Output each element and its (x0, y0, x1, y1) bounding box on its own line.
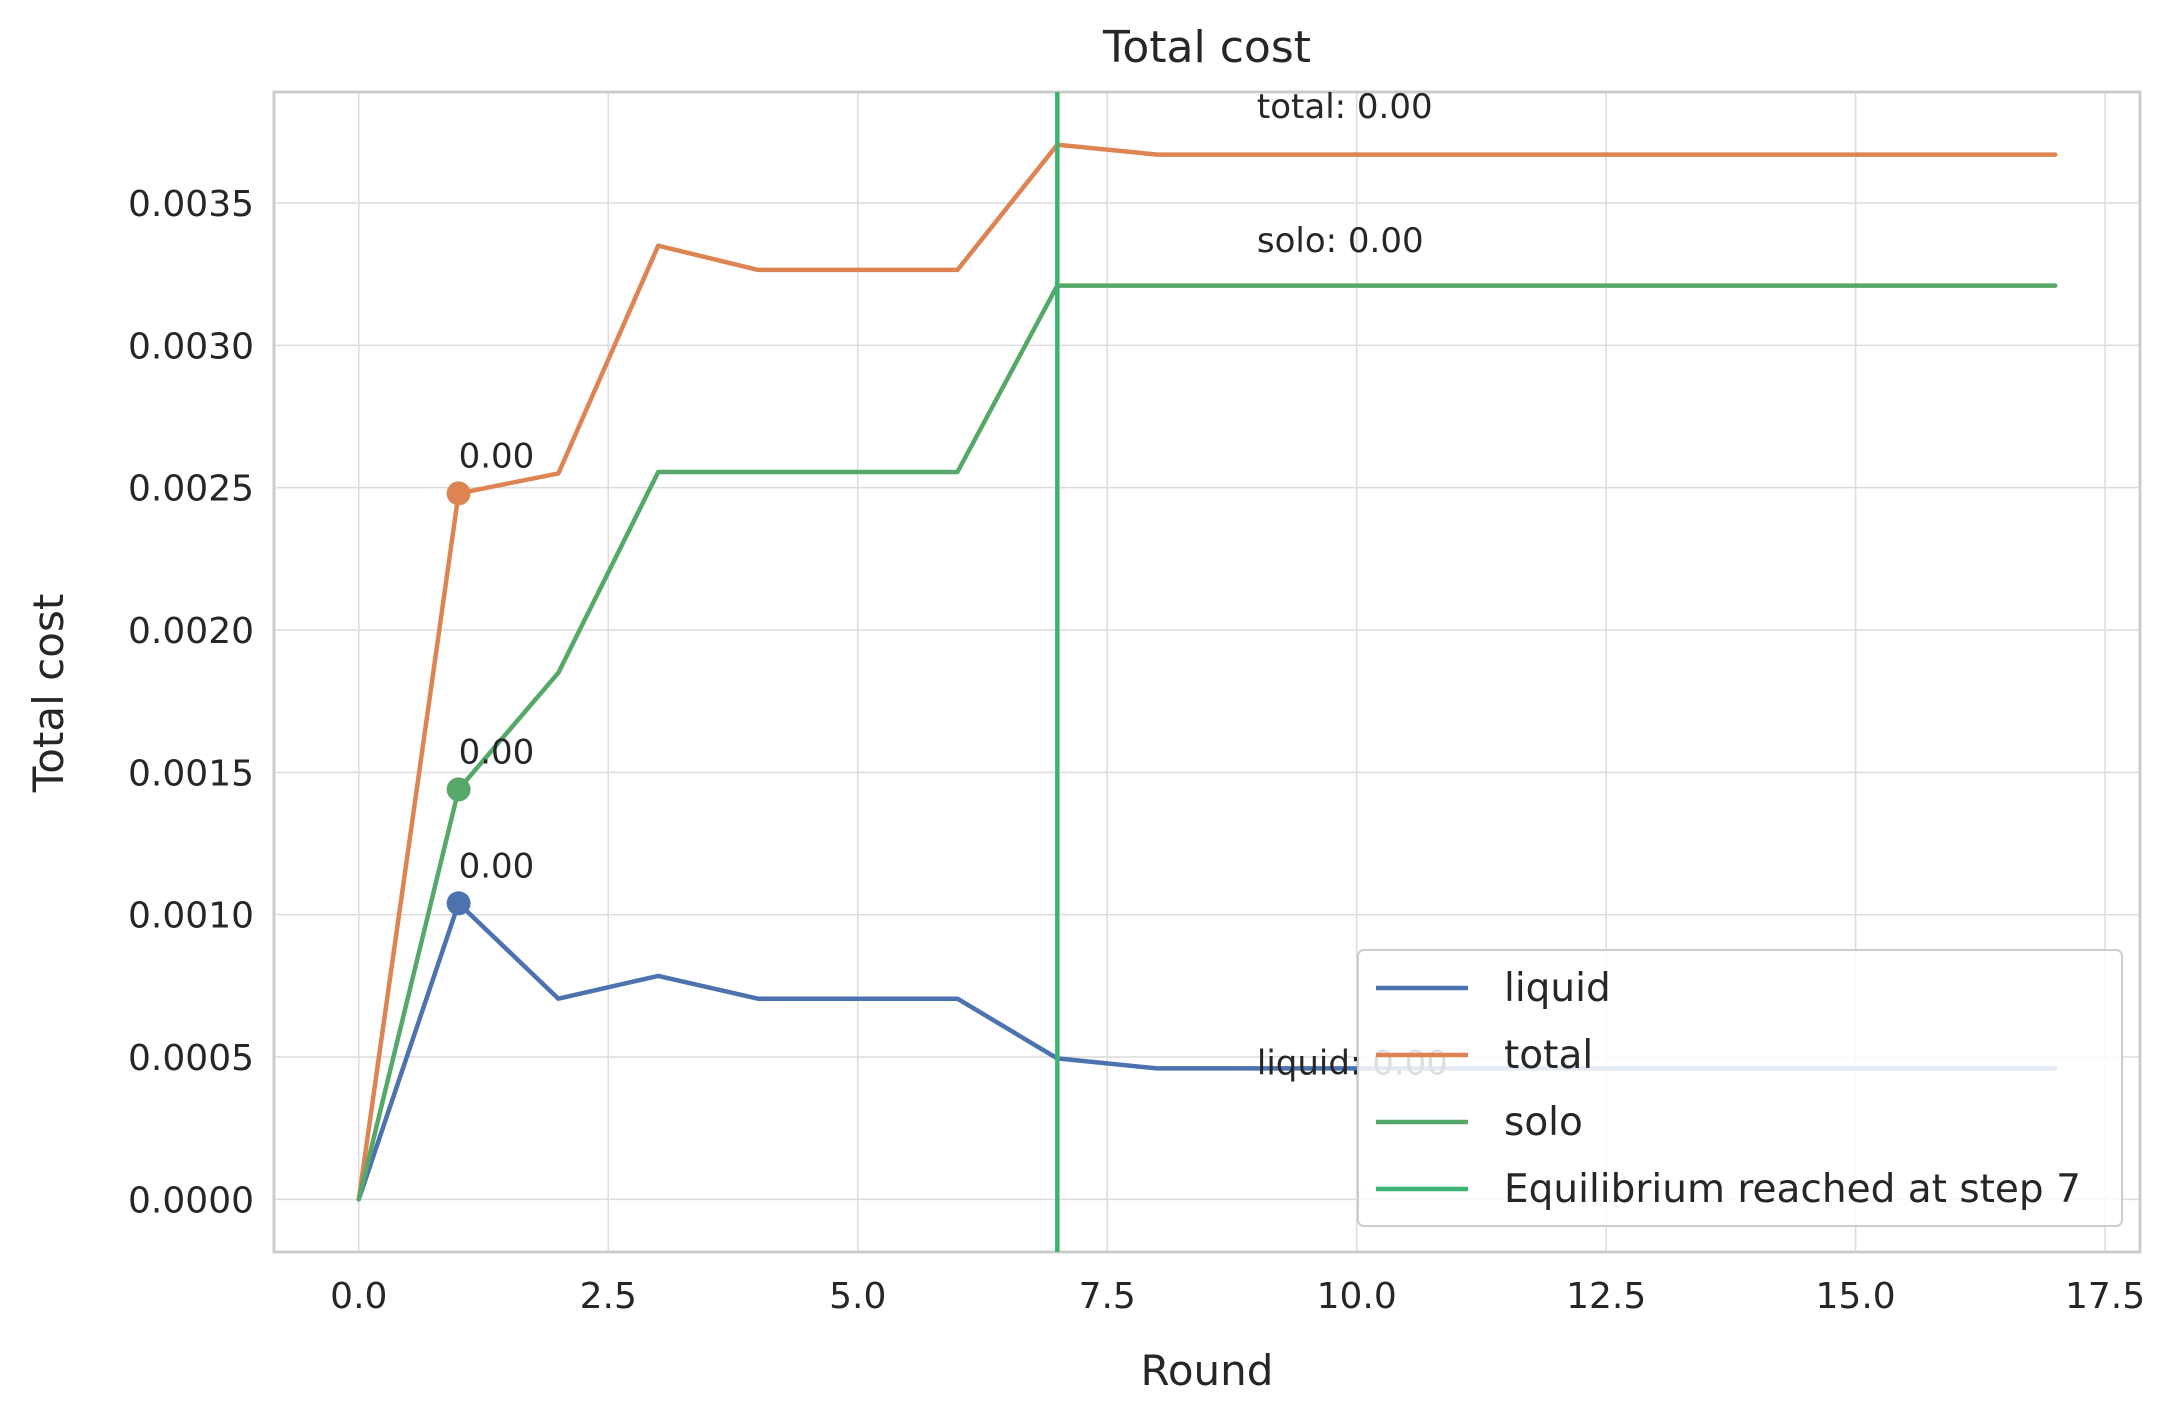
plot-frame (272, 90, 2142, 1254)
marker-label-solo: 0.00 (459, 732, 535, 772)
series-line-total (356, 142, 2058, 1202)
y-tick-label: 0.0020 (128, 611, 254, 652)
marker-point-solo (446, 777, 471, 802)
chart-title: Total cost (1102, 22, 1311, 73)
legend-label: Equilibrium reached at step 7 (1504, 1167, 2081, 1212)
x-tick-label: 7.5 (1079, 1276, 1136, 1317)
x-tick-label: 17.5 (2065, 1276, 2145, 1317)
tick-layer: 0.0 2.5 5.0 7.5 10.0 12.5 15.0 17.5 0.0000 0.0005… (128, 184, 2145, 1317)
marker-label-liquid: 0.00 (459, 846, 535, 886)
x-axis-title: Round (1141, 1346, 1274, 1395)
axes-frame (272, 90, 2142, 1254)
marker-layer: 0.00 0.00 0.00 (446, 436, 535, 916)
annotation-label: total: 0.00 (1257, 87, 1433, 127)
series-line-solo (356, 283, 2058, 1202)
y-axis-title: Total cost (24, 594, 73, 794)
marker-label-total: 0.00 (459, 436, 535, 476)
legend: liquid total solo Equilibrium reached at st… (1357, 949, 2123, 1227)
y-tick-label: 0.0005 (128, 1038, 254, 1079)
y-tick-label: 0.0025 (128, 469, 254, 510)
y-tick-label: 0.0030 (128, 326, 254, 367)
marker-point-total (446, 481, 471, 506)
y-tick-label: 0.0015 (128, 753, 254, 794)
marker-point-liquid (446, 891, 471, 916)
legend-label: liquid (1504, 966, 1611, 1011)
x-tick-label: 12.5 (1566, 1276, 1646, 1317)
x-tick-label: 2.5 (580, 1276, 637, 1317)
legend-box (1357, 949, 2123, 1227)
annotation-label: solo: 0.00 (1257, 221, 1424, 261)
x-tick-label: 10.0 (1317, 1276, 1397, 1317)
y-tick-label: 0.0035 (128, 184, 254, 225)
x-tick-label: 5.0 (829, 1276, 886, 1317)
x-tick-label: 0.0 (330, 1276, 387, 1317)
y-tick-label: 0.0010 (128, 896, 254, 937)
x-tick-label: 15.0 (1816, 1276, 1896, 1317)
y-tick-label: 0.0000 (128, 1180, 254, 1221)
legend-label: solo (1504, 1100, 1583, 1145)
legend-label: total (1504, 1033, 1593, 1078)
